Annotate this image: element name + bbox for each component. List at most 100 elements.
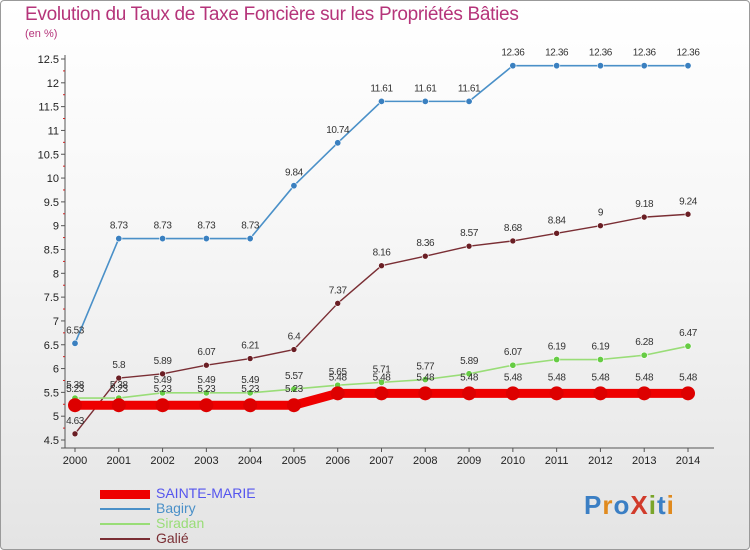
proxiti-logo: ProXiti bbox=[584, 490, 675, 521]
data-point bbox=[553, 230, 560, 237]
y-tick-label: 9 bbox=[53, 221, 59, 233]
data-point bbox=[421, 252, 429, 260]
data-label: 5.48 bbox=[591, 372, 610, 383]
data-label: 9.84 bbox=[285, 168, 304, 179]
data-point bbox=[374, 386, 389, 401]
y-tick-label: 10 bbox=[47, 173, 59, 185]
data-point bbox=[684, 62, 692, 70]
y-tick-label: 8 bbox=[53, 268, 59, 280]
data-label: 5.23 bbox=[197, 384, 216, 395]
data-point bbox=[115, 374, 123, 382]
data-label: 11.61 bbox=[370, 83, 393, 94]
data-label: 12.36 bbox=[589, 48, 613, 59]
data-point bbox=[290, 182, 298, 190]
y-tick-label: 12 bbox=[47, 78, 59, 90]
data-label: 4.63 bbox=[66, 416, 85, 427]
data-label: 5.89 bbox=[154, 356, 173, 367]
data-point bbox=[199, 398, 214, 413]
y-tick-label: 8.5 bbox=[44, 245, 59, 257]
chart-title: Evolution du Taux de Taxe Foncière sur l… bbox=[25, 4, 519, 25]
legend-label: SAINTE-MARIE bbox=[156, 485, 256, 501]
data-point bbox=[640, 351, 648, 359]
logo-letter: i bbox=[666, 490, 675, 520]
data-label: 5.49 bbox=[154, 375, 173, 386]
y-tick-label: 9.5 bbox=[44, 197, 59, 209]
data-point bbox=[377, 97, 385, 105]
data-label: 6.28 bbox=[635, 337, 654, 348]
data-label: 7.37 bbox=[329, 285, 348, 296]
legend-label: Bagiry bbox=[156, 500, 196, 516]
x-tick-label: 2006 bbox=[325, 455, 349, 467]
data-label: 5.8 bbox=[112, 360, 126, 371]
legend-swatch bbox=[100, 523, 150, 525]
data-point bbox=[290, 346, 298, 353]
data-point bbox=[549, 386, 564, 401]
x-tick-label: 2010 bbox=[501, 455, 525, 467]
data-label: 5.48 bbox=[416, 372, 435, 383]
legend-label: Siradan bbox=[156, 515, 205, 531]
data-label: 11.61 bbox=[414, 83, 437, 94]
y-tick-label: 7 bbox=[53, 316, 59, 328]
data-label: 6.07 bbox=[197, 347, 216, 358]
data-point bbox=[418, 386, 433, 401]
data-label: 8.73 bbox=[110, 221, 129, 232]
data-label: 9.18 bbox=[635, 199, 654, 210]
logo-letter: r bbox=[602, 490, 614, 520]
legend-item-sainte-marie: SAINTE-MARIE bbox=[100, 486, 300, 501]
data-label: 12.36 bbox=[545, 48, 569, 59]
data-label: 5.23 bbox=[285, 384, 304, 395]
data-label: 6.47 bbox=[679, 328, 698, 339]
x-tick-label: 2000 bbox=[63, 455, 87, 467]
logo-letter: X bbox=[630, 490, 649, 520]
legend-item-bagiry: Bagiry bbox=[100, 501, 300, 516]
x-tick-label: 2004 bbox=[238, 455, 262, 467]
legend-label: Galié bbox=[156, 530, 189, 546]
y-tick-label: 6 bbox=[53, 364, 59, 376]
data-point bbox=[334, 139, 342, 147]
data-point bbox=[421, 376, 429, 384]
data-label: 8.57 bbox=[460, 228, 479, 239]
data-point bbox=[159, 235, 167, 243]
data-point bbox=[465, 97, 473, 105]
data-label: 8.73 bbox=[154, 221, 173, 232]
data-label: 9 bbox=[598, 208, 604, 219]
data-label: 11.61 bbox=[458, 83, 481, 94]
data-point bbox=[71, 339, 79, 347]
data-point bbox=[684, 210, 692, 218]
legend-item-siradan: Siradan bbox=[100, 516, 300, 531]
data-label: 8.84 bbox=[548, 215, 567, 226]
data-label: 8.68 bbox=[504, 223, 523, 234]
data-label: 5.23 bbox=[110, 384, 129, 395]
data-point bbox=[246, 355, 254, 362]
data-label: 5.23 bbox=[241, 384, 260, 395]
y-tick-label: 6.5 bbox=[44, 340, 59, 352]
series-layer bbox=[68, 62, 695, 438]
legend-item-galie: Galié bbox=[100, 531, 300, 546]
data-point bbox=[596, 62, 604, 70]
logo-letter: P bbox=[584, 490, 603, 520]
data-point bbox=[509, 62, 517, 70]
data-point bbox=[286, 398, 301, 413]
data-point bbox=[68, 398, 82, 413]
data-point bbox=[243, 398, 258, 413]
data-label: 5.48 bbox=[504, 372, 523, 383]
axes: 4.5 5 5.5 6 6.5 7 7.5 8 8.5 9 9.5 10 10.5 11 11.5 12 12.… bbox=[38, 54, 714, 467]
y-tick-label: 5.5 bbox=[44, 387, 59, 399]
data-label: 12.36 bbox=[676, 48, 700, 59]
data-label: 5.38 bbox=[66, 380, 85, 391]
data-point bbox=[462, 386, 477, 401]
data-point bbox=[159, 370, 166, 378]
x-tick-label: 2005 bbox=[282, 455, 306, 467]
data-label: 5.48 bbox=[373, 372, 392, 383]
data-label: 5.48 bbox=[635, 372, 654, 383]
logo-letter: i bbox=[648, 490, 657, 520]
data-point bbox=[553, 356, 561, 364]
data-point bbox=[421, 97, 429, 105]
data-label: 5.23 bbox=[154, 384, 173, 395]
legend-swatch bbox=[100, 508, 150, 510]
data-point bbox=[553, 62, 561, 70]
data-point bbox=[159, 389, 167, 397]
data-label: 5.49 bbox=[197, 375, 216, 386]
data-point bbox=[597, 222, 604, 229]
